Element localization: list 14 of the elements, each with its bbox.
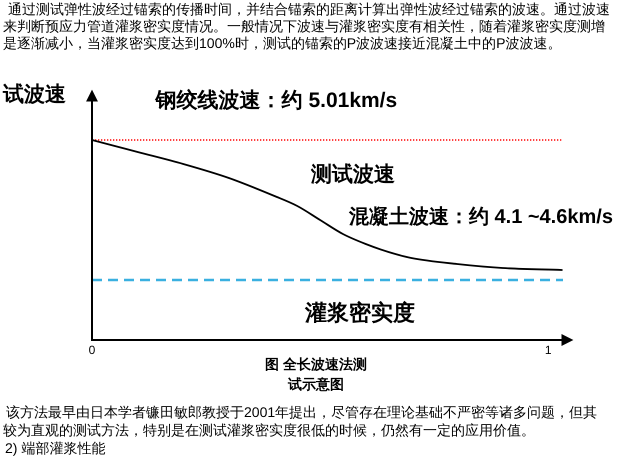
text: 该方法最早由日本学者镰田敏郎教授于2001年提出，尽管存在理论基础不严密等诸多问题，但其 bbox=[6, 404, 598, 420]
text: 较为直观的测试方法，特别是在测试灌浆密实度很低的时候，仍然有一定的应用价值。 bbox=[3, 422, 535, 438]
y-axis-title: 试波速 bbox=[2, 83, 66, 106]
text: 图 全长波速法测试示意图 bbox=[264, 355, 368, 394]
text: 2) 端部灌浆性能 bbox=[5, 440, 106, 456]
text: 通过测试弹性波经过锚索的传播时间，并结合锚索的距离计算出弹性波经过锚索的波速。通过波速 bbox=[8, 1, 610, 17]
x-tick-label: 0 bbox=[88, 343, 96, 357]
ref-line-label: 混凝土波速：约 4.1 ~4.6km/s bbox=[348, 206, 613, 228]
ref-line-label: 钢绞线波速：约 5.01km/s bbox=[154, 88, 398, 112]
series-label: 测试波速 bbox=[310, 163, 395, 186]
x-axis-title: 灌浆密实度 bbox=[304, 300, 415, 325]
text: 来判断预应力管道灌浆密实度情况。一般情况下波速与灌浆密实度有相关性，随着灌浆密实度测增 bbox=[3, 18, 605, 34]
x-tick-label: 1 bbox=[544, 343, 552, 357]
text: 是逐渐减小，当灌浆密实度达到100%时，测试的锚索的P波波速接近混凝土中的P波波速。 bbox=[3, 35, 562, 51]
